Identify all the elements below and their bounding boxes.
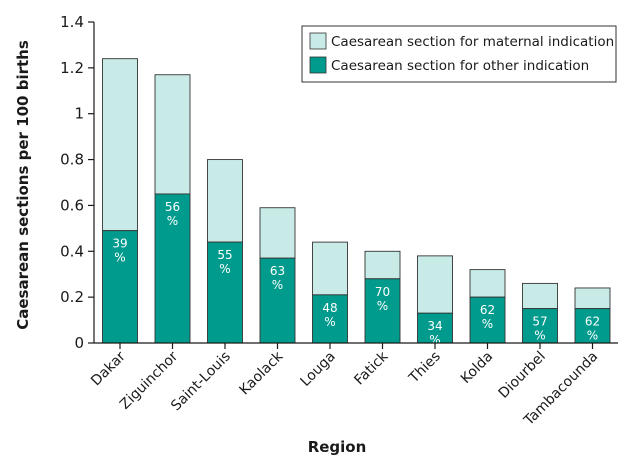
legend-label-maternal: Caesarean section for maternal indicatio…	[331, 34, 614, 50]
data-label-percent: 56	[165, 200, 180, 214]
data-label-percent: 70	[375, 285, 390, 299]
x-tick-label-diourbel: Diourbel	[496, 349, 549, 402]
data-label-percent: 62	[585, 315, 600, 329]
bar-other-ziguinchor	[154, 193, 191, 344]
data-label-percent-sign: %	[482, 317, 493, 331]
bar-maternal-kolda	[469, 269, 506, 298]
bar-maternal-louga	[312, 241, 348, 296]
data-label-percent: 57	[532, 315, 547, 329]
data-label-percent-sign: %	[219, 262, 230, 276]
bar-other-thies	[417, 312, 453, 344]
data-label-percent-sign: %	[534, 329, 545, 343]
data-label-percent: 34	[427, 319, 442, 333]
bar-other-fatick	[364, 278, 401, 344]
bar-other-diourbel	[522, 308, 558, 344]
x-tick-label-kolda: Kolda	[458, 349, 496, 387]
y-tick-label: 0	[74, 334, 84, 352]
bar-maternal-dakar	[102, 58, 138, 232]
x-tick-label-thies: Thies	[405, 349, 443, 387]
bars-group	[102, 58, 611, 344]
bar-other-louga	[312, 294, 348, 344]
data-label-percent-sign: %	[587, 329, 598, 343]
bar-other-kolda	[469, 296, 506, 344]
legend-swatch-other	[309, 56, 327, 74]
legend-swatch-maternal	[309, 32, 327, 50]
data-label-percent-sign: %	[324, 315, 335, 329]
data-label-percent-sign: %	[429, 333, 440, 347]
x-tick-label-kaolack: Kaolack	[237, 348, 287, 398]
data-label-percent-sign: %	[114, 251, 125, 265]
bar-maternal-fatick	[364, 250, 401, 280]
bar-other-dakar	[102, 230, 138, 344]
y-tick-label: 1.4	[60, 13, 84, 31]
data-label-percent: 55	[217, 248, 232, 262]
data-label-percent: 63	[270, 264, 285, 278]
bar-other-saint-louis	[207, 241, 243, 344]
bar-maternal-saint-louis	[207, 159, 243, 243]
x-tick-label-louga: Louga	[297, 349, 338, 390]
bar-maternal-diourbel	[522, 282, 558, 310]
data-label-percent-sign: %	[167, 214, 178, 228]
legend-label-other: Caesarean section for other indication	[331, 58, 589, 74]
bar-other-tambacounda	[574, 308, 611, 344]
bar-maternal-kaolack	[259, 207, 296, 259]
bar-other-kaolack	[259, 257, 296, 344]
y-tick-label: 0.4	[60, 242, 84, 260]
legend: Caesarean section for maternal indicatio…	[301, 25, 617, 83]
y-tick-label: 0.2	[60, 288, 84, 306]
y-tick-label: 1.2	[60, 59, 84, 77]
data-label-percent: 62	[480, 303, 495, 317]
bar-maternal-thies	[417, 255, 453, 314]
y-tick-label: 1	[74, 105, 84, 123]
x-tick-label-dakar: Dakar	[88, 348, 129, 389]
legend-frame	[301, 25, 617, 83]
data-label-percent-sign: %	[272, 278, 283, 292]
x-axis-title: Region	[308, 438, 367, 456]
bar-maternal-ziguinchor	[154, 74, 191, 195]
axes-group	[93, 22, 618, 344]
x-tick-label-fatick: Fatick	[351, 348, 392, 389]
data-labels-group: 39%56%55% 63%48%70%34%62% 57%62%	[112, 200, 600, 347]
y-ticks-group: 0 0.2 0.4 0.6 0.8 1 1.2 1.4	[60, 13, 94, 352]
data-label-percent-sign: %	[377, 299, 388, 313]
y-tick-label: 0.8	[60, 151, 84, 169]
data-label-percent: 48	[322, 301, 337, 315]
bar-maternal-tambacounda	[574, 287, 611, 310]
y-axis-title: Caesarean sections per 100 births	[14, 40, 32, 330]
y-tick-label: 0.6	[60, 196, 84, 214]
data-label-percent: 39	[112, 237, 127, 251]
